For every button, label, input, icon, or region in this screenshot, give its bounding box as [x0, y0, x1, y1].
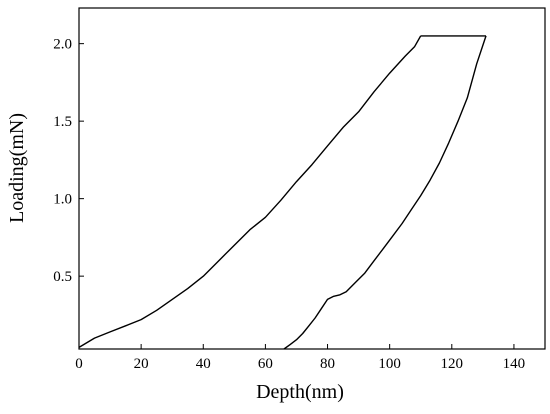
- x-tick-label: 140: [503, 356, 526, 372]
- x-tick-label: 60: [258, 356, 273, 372]
- y-axis-ticks: 0.5 1.0 1.5 2.0: [53, 37, 84, 285]
- y-tick-label: 1.0: [53, 192, 72, 208]
- y-tick-label: 0.5: [53, 269, 72, 285]
- y-axis-title: Loading(mN): [6, 113, 28, 223]
- x-tick-label: 80: [320, 356, 335, 372]
- y-tick-label: 2.0: [53, 37, 72, 53]
- x-tick-label: 40: [196, 356, 211, 372]
- x-tick-label: 100: [378, 356, 401, 372]
- series-layer: [78, 35, 487, 350]
- y-tick-label: 1.5: [53, 114, 72, 130]
- unloading-curve: [283, 35, 487, 350]
- plot-frame: [78, 7, 546, 350]
- x-axis-title: Depth(nm): [256, 381, 344, 403]
- loading-curve: [78, 35, 422, 349]
- x-tick-label: 20: [134, 356, 149, 372]
- x-tick-label: 0: [75, 356, 83, 372]
- x-tick-label: 120: [441, 356, 464, 372]
- x-axis-ticks: 0 20 40 60 80 100 120 140: [75, 344, 525, 372]
